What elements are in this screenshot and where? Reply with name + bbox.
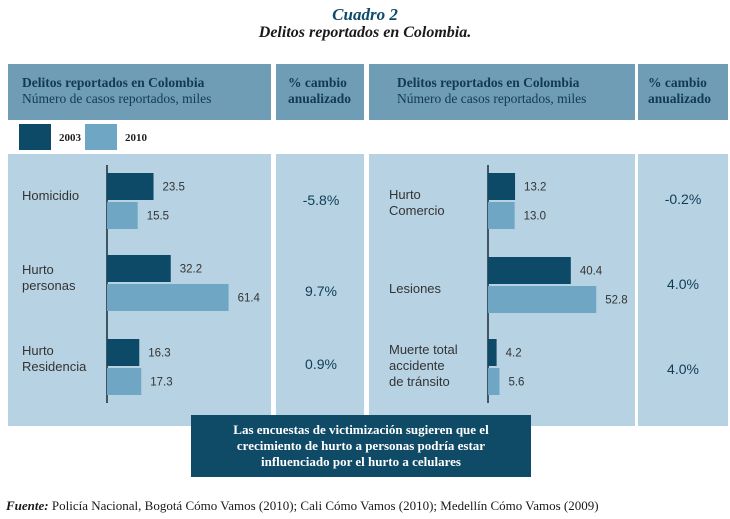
bar-label-0-1-2010: 61.4	[238, 293, 261, 305]
bar-0-1-2003	[107, 255, 171, 282]
bar-label-0-2-2003: 16.3	[148, 348, 170, 360]
pct-lesiones: 4.0%	[667, 276, 699, 292]
callout-line: Las encuestas de victimización sugieren …	[233, 422, 489, 437]
bar-label-0-0-2010: 15.5	[147, 211, 169, 223]
right-pct-panel	[638, 154, 728, 426]
bar-1-0-2010	[488, 202, 515, 229]
category-line: Homicidio	[22, 188, 80, 203]
left-header-subtitle: Número de casos reportados, miles	[22, 91, 212, 106]
right-category-lesiones: Lesiones	[389, 281, 441, 297]
bar-1-0-2003	[488, 173, 516, 200]
bar-0-0-2010	[107, 202, 138, 229]
bar-label-1-1-2003: 40.4	[580, 266, 603, 278]
left-category-hurto-residencia: Hurto Residencia	[22, 343, 86, 375]
left-pct-header: % cambio anualizado	[276, 64, 364, 120]
category-line: Muerte total	[389, 342, 458, 357]
bar-label-1-0-2010: 13.0	[524, 211, 546, 223]
pct-homicidio: -5.8%	[302, 192, 340, 208]
bar-1-2-2010	[488, 368, 500, 395]
right-header-subtitle: Número de casos reportados, miles	[397, 91, 587, 106]
category-line: Hurto	[22, 262, 54, 277]
right-category-hurto-comercio: Hurto Comercio	[389, 187, 445, 219]
figure-title: Delitos reportados en Colombia.	[258, 24, 472, 41]
source-note: Fuente: Policía Nacional, Bogotá Cómo Va…	[6, 498, 599, 514]
bar-label-1-2-2010: 5.6	[508, 377, 524, 389]
category-line: de tránsito	[389, 374, 450, 389]
bar-0-2-2003	[107, 339, 140, 366]
category-line: Hurto	[22, 343, 54, 358]
bar-0-0-2003	[107, 173, 154, 200]
source-label: Fuente:	[6, 498, 49, 513]
left-category-hurto-personas: Hurto personas	[22, 262, 75, 294]
category-line: personas	[22, 278, 76, 293]
pct-hurto-residencia: 0.9%	[305, 356, 337, 372]
figure-number: Cuadro 2	[332, 5, 398, 24]
left-category-homicidio: Homicidio	[22, 188, 79, 204]
legend-swatch-2003	[19, 124, 51, 150]
bar-0-2-2010	[107, 368, 142, 395]
pct-muerte-total: 4.0%	[667, 361, 699, 377]
right-pct-header-line1: % cambio	[648, 75, 707, 90]
right-header: Delitos reportados en Colombia Número de…	[369, 64, 635, 120]
callout-box: Las encuestas de victimización sugieren …	[191, 415, 531, 477]
bar-label-1-0-2003: 13.2	[524, 182, 546, 194]
right-pct-header: % cambio anualizado	[638, 64, 728, 120]
left-pct-header-line1: % cambio	[288, 75, 347, 90]
right-pct-header-line2: anualizado	[648, 91, 712, 106]
legend-label-2010: 2010	[125, 132, 147, 144]
callout-line: crecimiento de hurto a personas podría e…	[236, 438, 486, 453]
bar-1-2-2003	[488, 339, 497, 366]
left-pct-panel	[276, 154, 364, 426]
category-line: Residencia	[22, 359, 87, 374]
right-header-title: Delitos reportados en Colombia	[397, 75, 580, 90]
bar-0-1-2010	[107, 284, 229, 311]
bar-1-1-2010	[488, 286, 597, 313]
bar-1-1-2003	[488, 257, 571, 284]
bar-label-0-0-2003: 23.5	[163, 182, 185, 194]
category-line: Comercio	[389, 203, 445, 218]
bar-label-0-1-2003: 32.2	[180, 264, 202, 276]
left-header: Delitos reportados en Colombia Número de…	[8, 64, 271, 120]
bar-label-0-2-2010: 17.3	[150, 377, 172, 389]
category-line: accidente	[389, 358, 445, 373]
right-category-muerte-total: Muerte total accidente de tránsito	[389, 342, 458, 390]
left-pct-header-line2: anualizado	[288, 91, 352, 106]
legend-swatch-2010	[85, 124, 117, 150]
bar-label-1-2-2003: 4.2	[506, 348, 522, 360]
left-header-title: Delitos reportados en Colombia	[22, 75, 205, 90]
source-text: Policía Nacional, Bogotá Cómo Vamos (201…	[48, 498, 599, 513]
callout-line: influenciado por el hurto a celulares	[261, 454, 461, 469]
pct-hurto-comercio: -0.2%	[664, 191, 702, 207]
bar-label-1-1-2010: 52.8	[605, 295, 627, 307]
category-line: Hurto	[389, 187, 421, 202]
pct-hurto-personas: 9.7%	[305, 283, 337, 299]
category-line: Lesiones	[389, 281, 442, 296]
legend-label-2003: 2003	[59, 132, 81, 144]
